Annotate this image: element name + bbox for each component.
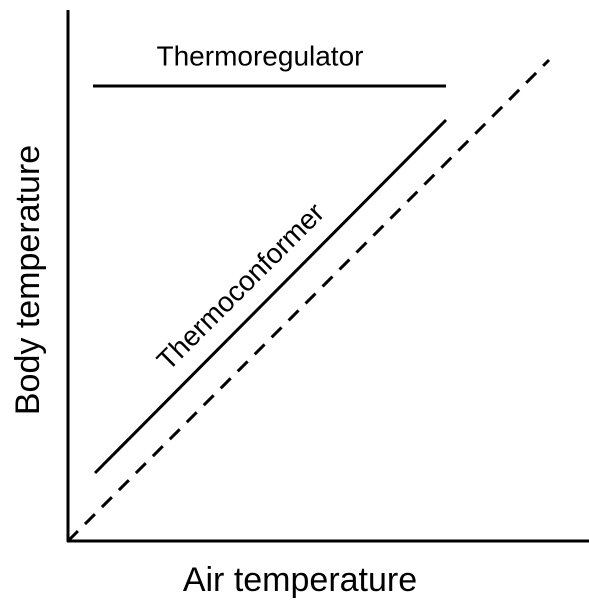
thermoconformer-line <box>93 118 448 475</box>
x-axis-label: Air temperature <box>183 561 417 599</box>
line-label: Thermoregulator <box>157 40 364 71</box>
y-axis-label: Body temperature <box>9 145 47 415</box>
equality-line <box>66 58 551 543</box>
line-label: Thermoconformer <box>151 197 330 376</box>
